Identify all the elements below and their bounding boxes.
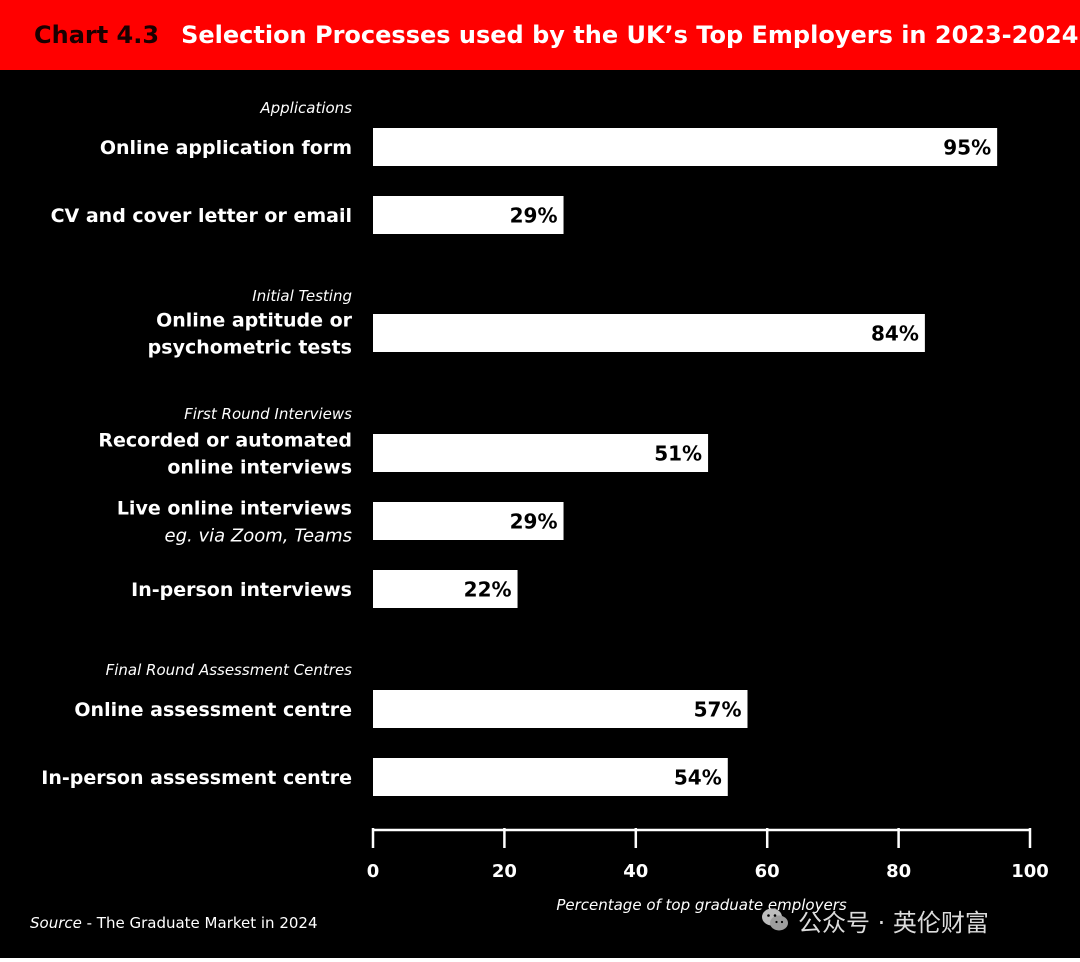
x-tick-label: 60 — [755, 861, 780, 882]
category-label: Recorded or automated — [98, 430, 352, 452]
group-label: Final Round Assessment Centres — [106, 661, 353, 679]
category-label: online interviews — [167, 457, 352, 479]
bar — [373, 196, 564, 234]
wechat-icon — [762, 908, 788, 931]
chart-title: Selection Processes used by the UK’s Top… — [181, 21, 1079, 49]
category-sublabel: eg. via Zoom, Teams — [165, 526, 352, 547]
bar-value-label: 54% — [674, 766, 722, 790]
bottom-border — [0, 958, 1080, 962]
bar-value-label: 22% — [464, 578, 512, 602]
bar-value-label: 29% — [510, 510, 558, 534]
watermark-text: 公众号 · 英伦财富 — [798, 908, 989, 937]
x-tick-label: 100 — [1011, 861, 1049, 882]
source-text: - The Graduate Market in 2024 — [81, 914, 318, 932]
chart-number: Chart 4.3 — [34, 21, 160, 49]
x-tick-label: 0 — [367, 861, 380, 882]
category-label: Online aptitude or — [156, 310, 353, 332]
bar-value-label: 84% — [871, 322, 919, 346]
bar — [373, 690, 748, 728]
category-label: In-person assessment centre — [41, 767, 352, 789]
group-label: Applications — [259, 99, 352, 117]
category-label: Online application form — [100, 137, 352, 159]
bar — [373, 570, 518, 608]
bar — [373, 314, 925, 352]
bar-value-label: 95% — [943, 136, 991, 160]
category-label: psychometric tests — [148, 337, 352, 359]
group-label: First Round Interviews — [184, 405, 352, 423]
bar-value-label: 57% — [694, 698, 742, 722]
x-tick-label: 80 — [886, 861, 911, 882]
chart-header: Chart 4.3 Selection Processes used by th… — [0, 0, 1080, 70]
group-label: Initial Testing — [252, 287, 352, 305]
category-label: In-person interviews — [131, 579, 352, 601]
bar — [373, 758, 728, 796]
bar — [373, 502, 564, 540]
category-label: Online assessment centre — [74, 699, 352, 721]
category-label: CV and cover letter or email — [51, 205, 352, 227]
source-note: Source - The Graduate Market in 2024 — [30, 914, 318, 932]
bar — [373, 434, 709, 472]
bar — [373, 128, 998, 166]
watermark: 公众号 · 英伦财富 — [760, 902, 989, 938]
x-tick-label: 40 — [623, 861, 648, 882]
category-label: Live online interviews — [117, 498, 352, 520]
bar-value-label: 29% — [510, 204, 558, 228]
bar-value-label: 51% — [654, 442, 702, 466]
x-tick-label: 20 — [492, 861, 517, 882]
source-label: Source — [30, 914, 82, 932]
